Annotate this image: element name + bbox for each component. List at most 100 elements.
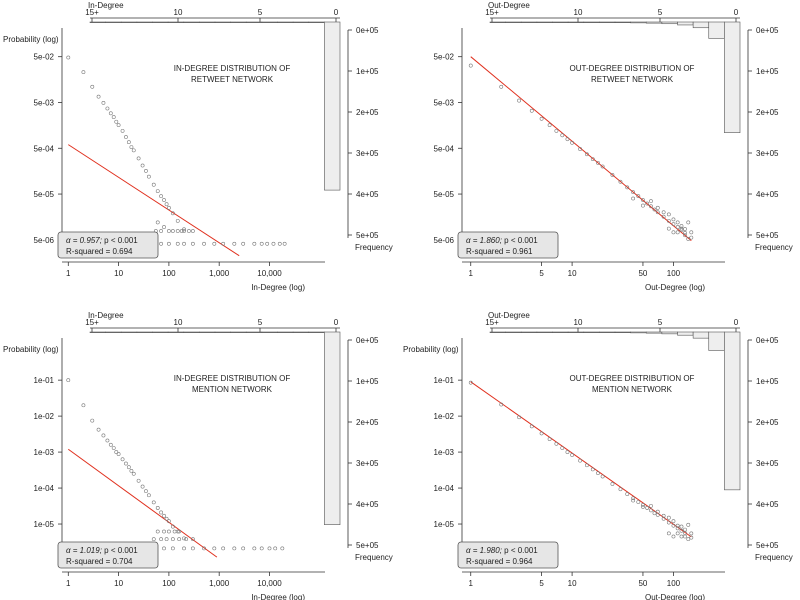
y-tick-label: 5e-02 bbox=[434, 53, 455, 62]
hist-bar bbox=[677, 21, 694, 26]
data-point bbox=[164, 516, 169, 521]
hist-top-tick-label: 0 bbox=[734, 8, 739, 17]
hist-right-tick-label: 0e+05 bbox=[356, 336, 379, 345]
data-point bbox=[600, 164, 605, 169]
hist-bar bbox=[708, 21, 725, 39]
hist-bar bbox=[152, 21, 169, 23]
data-point bbox=[683, 534, 687, 539]
hist-right-tick-label: 1e+05 bbox=[356, 377, 379, 386]
data-point bbox=[554, 128, 559, 133]
hist-top-tick-label: 15+ bbox=[85, 318, 99, 327]
fit-stats-box bbox=[457, 231, 559, 259]
hist-bar bbox=[152, 331, 169, 333]
data-point bbox=[170, 524, 175, 529]
data-point bbox=[111, 115, 116, 119]
data-point bbox=[162, 513, 166, 518]
data-point bbox=[136, 156, 141, 161]
hist-right-tick-label: 2e+05 bbox=[756, 418, 779, 427]
data-point bbox=[675, 531, 680, 536]
data-point bbox=[666, 515, 671, 520]
data-point bbox=[625, 492, 630, 496]
data-point bbox=[649, 204, 653, 209]
data-point bbox=[212, 546, 217, 551]
data-point bbox=[177, 537, 182, 542]
data-point bbox=[155, 506, 160, 510]
data-point bbox=[671, 222, 676, 227]
data-point bbox=[126, 465, 131, 470]
data-point bbox=[259, 241, 264, 246]
data-point bbox=[671, 519, 676, 524]
hist-right-label: Frequency bbox=[755, 243, 793, 252]
chart-title: MENTION NETWORK bbox=[592, 385, 673, 394]
hist-bar bbox=[692, 331, 710, 339]
data-point bbox=[649, 508, 653, 513]
data-point bbox=[159, 537, 163, 542]
data-point bbox=[221, 546, 226, 551]
hist-bar bbox=[105, 21, 122, 23]
data-point bbox=[252, 546, 257, 551]
fit-stats-box bbox=[57, 231, 159, 259]
data-point bbox=[116, 452, 121, 456]
fit-alpha-text: α = 1.860; p < 0.001 bbox=[466, 236, 538, 245]
p-value: p < 0.001 bbox=[504, 546, 538, 555]
hist-bar bbox=[136, 331, 153, 333]
data-point bbox=[666, 520, 671, 525]
data-point bbox=[114, 119, 119, 124]
r-squared-text: R-squared = 0.964 bbox=[466, 557, 533, 566]
hist-right-tick-label: 3e+05 bbox=[356, 149, 379, 158]
data-point bbox=[66, 378, 71, 383]
data-point bbox=[631, 496, 636, 501]
hist-right-label: Frequency bbox=[355, 553, 393, 562]
y-tick-label: 1e-04 bbox=[34, 484, 55, 493]
data-point bbox=[570, 140, 574, 145]
hist-right-tick-label: 4e+05 bbox=[356, 190, 379, 199]
hist-bar bbox=[183, 331, 200, 333]
x-tick-label: 100 bbox=[162, 269, 176, 278]
data-point bbox=[90, 418, 95, 423]
hist-top-label: Out-Degree bbox=[488, 1, 530, 10]
data-point bbox=[666, 531, 671, 536]
y-tick-label: 5e-05 bbox=[34, 190, 55, 199]
data-point bbox=[618, 487, 623, 492]
data-point bbox=[686, 522, 691, 527]
hist-bar bbox=[599, 21, 616, 23]
data-point bbox=[162, 225, 166, 229]
data-point bbox=[151, 182, 156, 187]
x-tick-label: 10 bbox=[568, 269, 577, 278]
hist-right-label: Frequency bbox=[755, 553, 793, 562]
data-point bbox=[221, 241, 226, 246]
alpha-value: α = 1.860; bbox=[466, 236, 504, 245]
data-point bbox=[600, 474, 605, 479]
hist-top-tick-label: 15+ bbox=[485, 318, 499, 327]
x-tick-label: 10,000 bbox=[257, 579, 282, 588]
hist-bar bbox=[105, 331, 122, 333]
data-point bbox=[166, 519, 171, 524]
data-point bbox=[159, 241, 163, 246]
data-point bbox=[162, 529, 166, 534]
data-point bbox=[175, 241, 180, 246]
data-point bbox=[159, 510, 163, 515]
x-tick-label: 1,000 bbox=[209, 579, 230, 588]
y-tick-label: 5e-02 bbox=[34, 53, 55, 62]
chart-title: RETWEET NETWORK bbox=[191, 75, 274, 84]
data-point bbox=[90, 84, 95, 89]
p-value: p < 0.001 bbox=[504, 236, 538, 245]
data-point bbox=[96, 94, 101, 99]
hist-bar bbox=[292, 331, 310, 333]
hist-top-tick-label: 10 bbox=[574, 318, 583, 327]
y-tick-label: 1e-03 bbox=[434, 448, 455, 457]
data-point bbox=[159, 194, 163, 199]
x-axis-label: Out-Degree (log) bbox=[645, 593, 705, 600]
hist-right-tick-label: 5e+05 bbox=[356, 541, 379, 550]
hist-bar bbox=[199, 21, 216, 23]
hist-bar bbox=[505, 21, 522, 23]
hist-top-tick-label: 5 bbox=[258, 318, 263, 327]
hist-right-label: Frequency bbox=[355, 243, 393, 252]
data-point bbox=[655, 509, 660, 514]
x-tick-label: 50 bbox=[638, 269, 647, 278]
fit-stats-box bbox=[457, 541, 559, 569]
fit-alpha-text: α = 0.957; p < 0.001 bbox=[66, 236, 138, 245]
